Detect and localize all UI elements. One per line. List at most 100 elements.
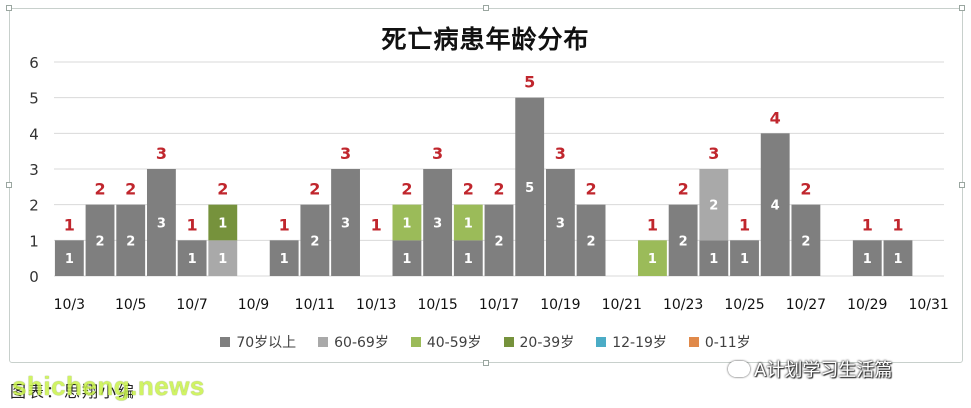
total-label: 1	[892, 215, 903, 234]
legend-swatch	[688, 337, 699, 347]
total-label: 2	[678, 180, 689, 199]
x-tick-label: 10/3	[54, 297, 85, 313]
data-label: 2	[96, 234, 105, 249]
y-tick-label: 2	[29, 197, 39, 215]
data-label: 2	[679, 234, 688, 249]
chart-legend: 70岁以上 60-69岁 40-59岁 20-39岁 12-19岁 0-11岁	[0, 332, 971, 352]
data-label: 1	[709, 252, 718, 267]
total-label: 2	[125, 180, 136, 199]
total-label: 2	[401, 180, 412, 199]
data-label: 3	[157, 217, 166, 232]
data-label: 1	[402, 217, 411, 232]
legend-swatch	[596, 337, 607, 347]
total-label: 1	[739, 215, 750, 234]
legend-item: 40-59岁	[410, 332, 482, 352]
x-tick-label: 10/31	[908, 297, 948, 313]
total-label: 2	[463, 180, 474, 199]
data-label: 2	[310, 234, 319, 249]
total-label: 3	[340, 144, 351, 163]
bar-segment	[883, 240, 913, 276]
total-label: 3	[156, 144, 167, 163]
resize-handle-top-right[interactable]	[959, 5, 965, 11]
data-label: 1	[740, 252, 749, 267]
data-label: 1	[893, 252, 902, 267]
data-label: 1	[65, 252, 74, 267]
legend-swatch	[410, 337, 421, 347]
data-label: 1	[280, 252, 289, 267]
data-label: 3	[341, 217, 350, 232]
y-tick-label: 1	[29, 232, 39, 250]
bar-segment	[208, 204, 238, 241]
bar-segment	[300, 204, 330, 276]
watermark-text: A计划学习生活篇	[754, 360, 893, 381]
x-tick-label: 10/13	[356, 297, 396, 313]
bar-segment	[423, 169, 453, 276]
x-tick-label: 10/17	[479, 297, 519, 313]
bar-segment	[85, 204, 115, 276]
y-tick-label: 3	[29, 161, 39, 179]
data-label: 4	[771, 199, 780, 214]
legend-item: 60-69岁	[318, 332, 389, 352]
total-label: 1	[187, 215, 198, 234]
resize-handle-left[interactable]	[6, 182, 12, 188]
x-tick-label: 10/19	[540, 297, 580, 313]
data-label: 1	[464, 252, 473, 267]
total-label: 2	[309, 180, 320, 199]
bar-segment	[760, 133, 790, 276]
data-label: 2	[801, 234, 810, 249]
data-label: 2	[126, 234, 135, 249]
data-label: 3	[556, 217, 565, 232]
bar-segment	[269, 240, 299, 276]
data-label: 2	[709, 199, 718, 214]
resize-handle-right[interactable]	[959, 182, 965, 188]
total-label: 2	[217, 180, 228, 199]
x-tick-label: 10/9	[238, 297, 269, 313]
legend-label: 12-19岁	[612, 335, 667, 351]
data-label: 2	[587, 234, 596, 249]
bar-segment	[545, 169, 575, 276]
total-label: 1	[862, 215, 873, 234]
bar-segment	[668, 204, 698, 276]
bar-segment	[453, 204, 483, 241]
site-watermark: shicheng.news	[12, 371, 205, 401]
x-tick-label: 10/5	[115, 297, 146, 313]
x-tick-label: 10/7	[176, 297, 207, 313]
bar-segment	[699, 240, 729, 276]
data-label: 1	[188, 252, 197, 267]
bar-segment	[392, 204, 422, 241]
legend-swatch	[503, 337, 514, 347]
bar-segment	[730, 240, 759, 276]
data-label: 1	[464, 217, 473, 232]
legend-swatch	[318, 337, 329, 347]
bar-segment	[484, 204, 514, 276]
x-tick-label: 10/29	[847, 297, 887, 313]
x-tick-label: 10/15	[417, 297, 457, 313]
resize-handle-bottom[interactable]	[483, 360, 489, 366]
legend-item: 20-39岁	[503, 332, 575, 352]
data-label: 3	[433, 217, 442, 232]
bar-segment	[453, 240, 483, 276]
bar-segment	[331, 169, 360, 276]
x-tick-label: 10/21	[602, 297, 642, 313]
legend-label: 20-39岁	[519, 335, 575, 351]
legend-label: 0-11岁	[704, 335, 751, 351]
legend-swatch	[220, 337, 231, 347]
legend-label: 40-59岁	[426, 335, 482, 351]
resize-handle-top-left[interactable]	[6, 5, 12, 11]
y-tick-label: 5	[29, 90, 39, 108]
x-tick-label: 10/11	[295, 297, 335, 313]
watermark: A计划学习生活篇	[728, 356, 892, 382]
x-tick-label: 10/27	[786, 297, 826, 313]
y-tick-label: 6	[29, 54, 39, 72]
bar-segment	[208, 240, 238, 276]
total-label: 1	[279, 215, 290, 234]
legend-label: 70岁以上	[236, 335, 297, 351]
data-label: 1	[218, 252, 227, 267]
data-label: 1	[218, 217, 227, 232]
bar-segment	[177, 240, 207, 276]
legend-item: 70岁以上	[220, 332, 296, 352]
resize-handle-top[interactable]	[483, 5, 489, 11]
y-tick-label: 0	[29, 268, 39, 286]
bar-segment	[791, 204, 821, 276]
